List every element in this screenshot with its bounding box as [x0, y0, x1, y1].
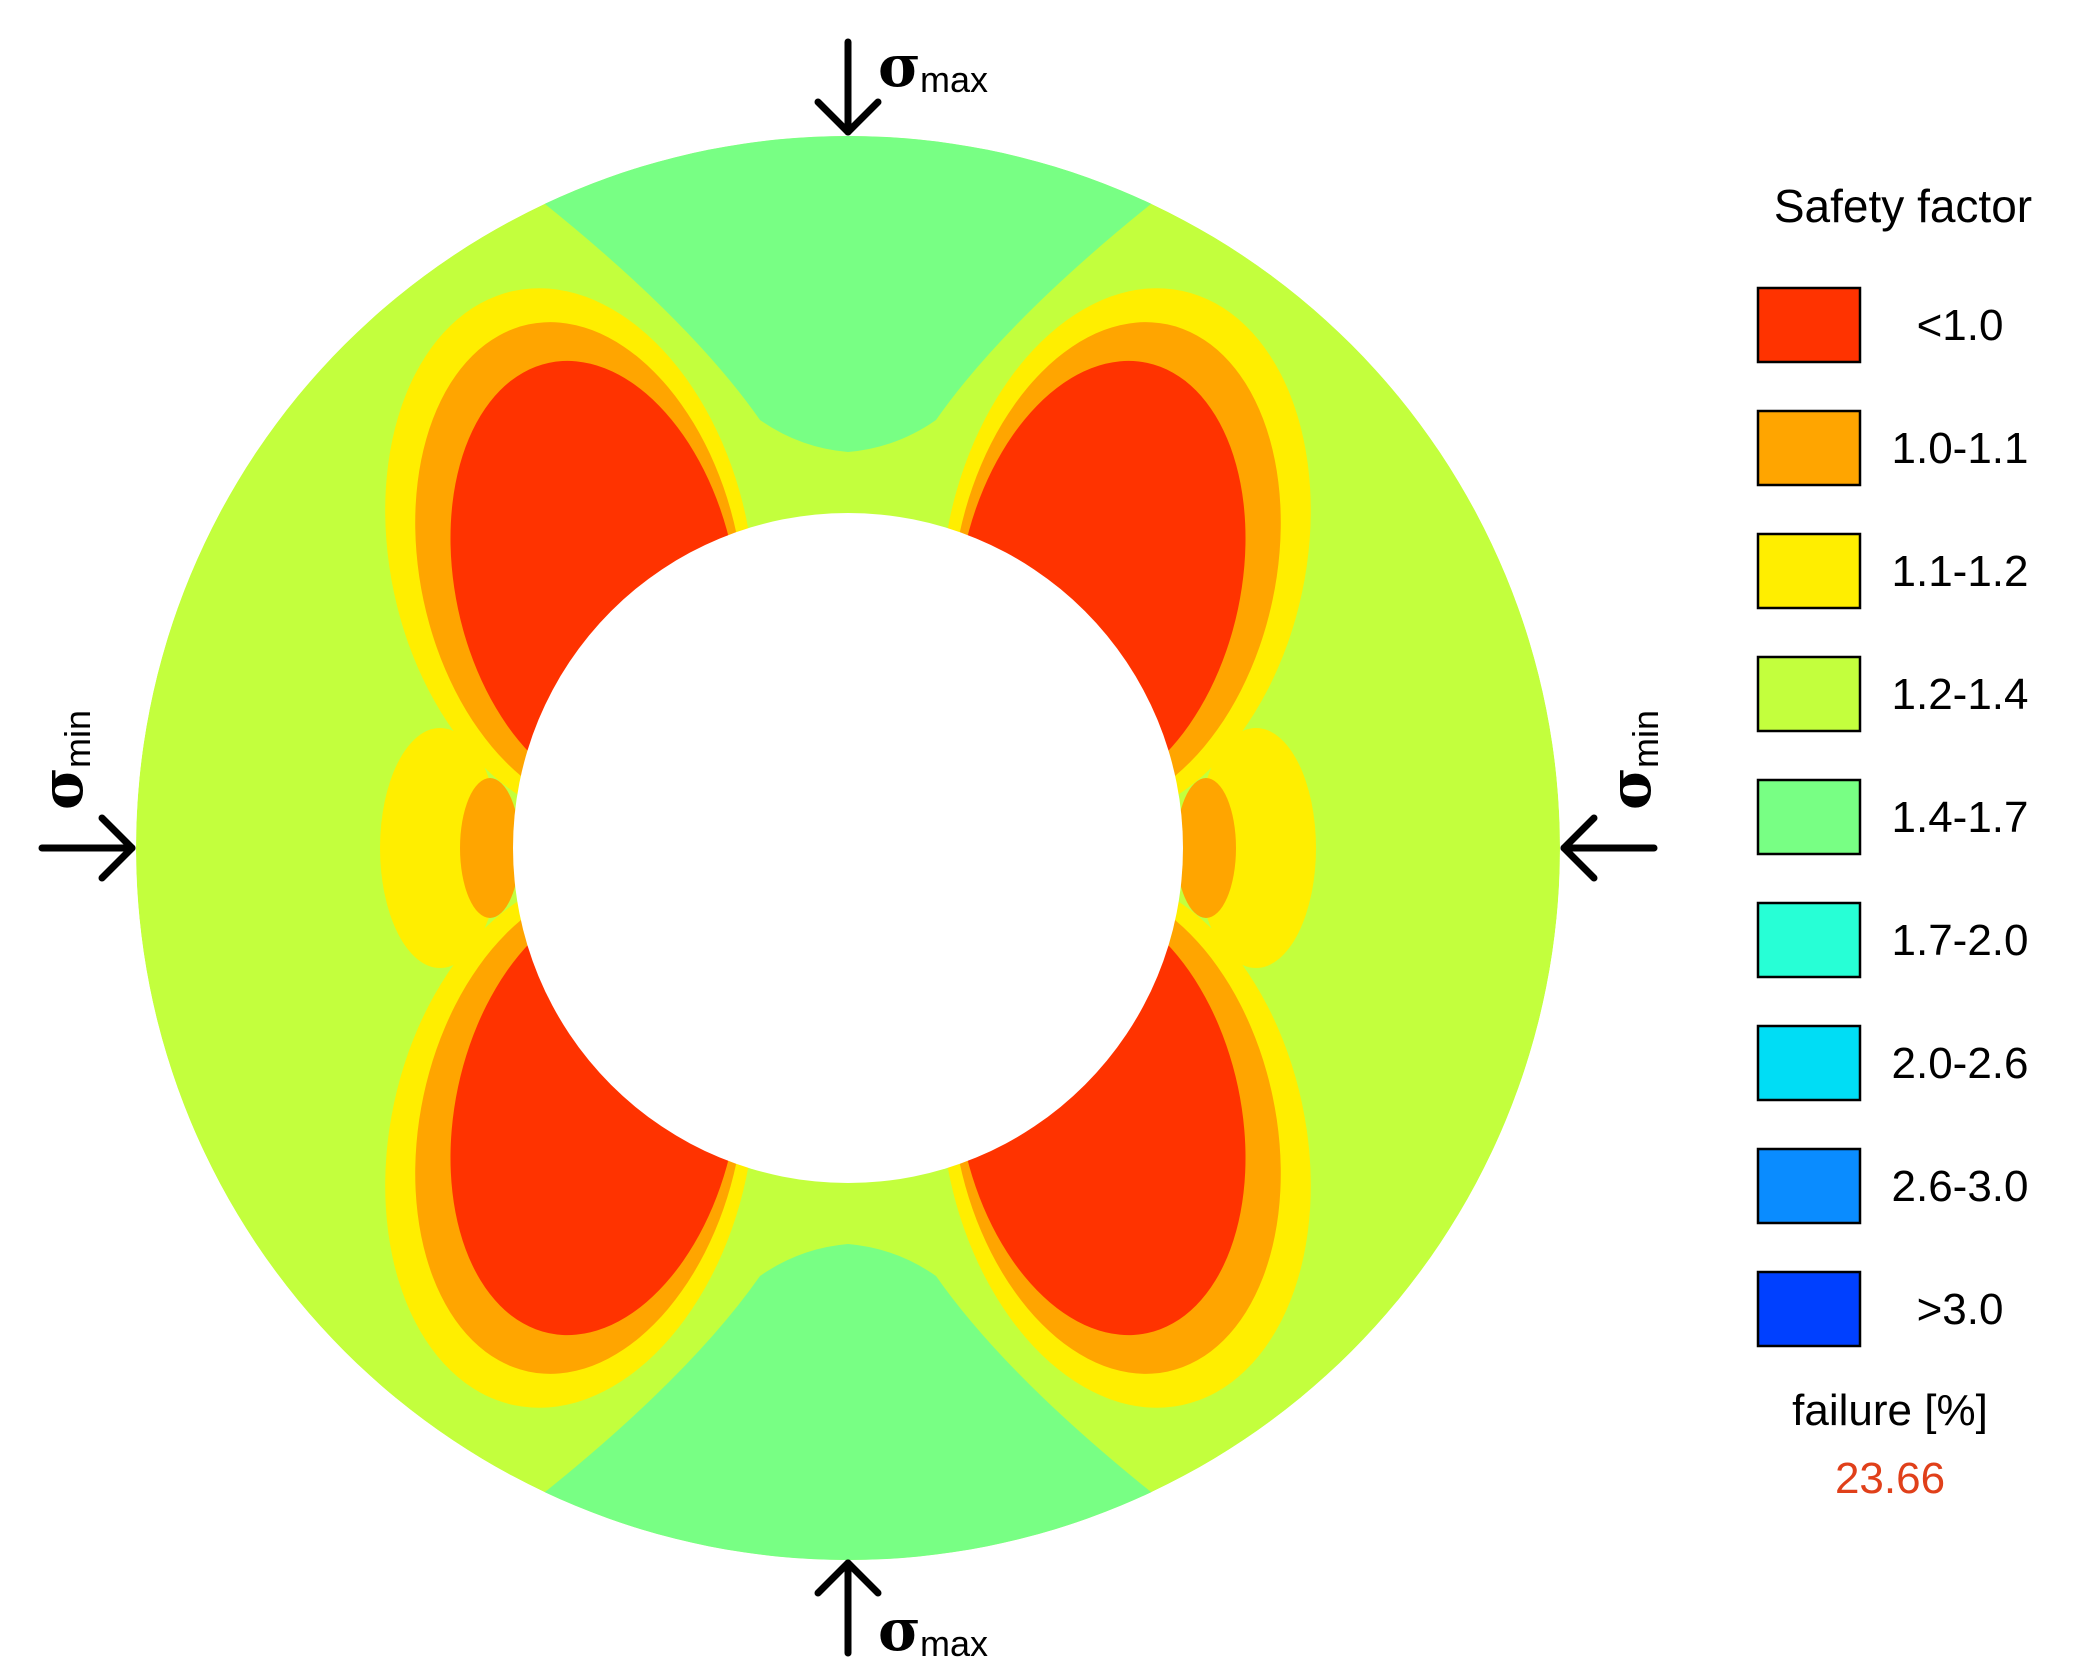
legend-label: <1.0: [1917, 301, 2004, 350]
legend-label: 2.6-3.0: [1892, 1162, 2029, 1211]
svg-text:σ: σ: [878, 1596, 921, 1664]
sigma-min-left-label: σ min: [28, 710, 98, 810]
legend-items: <1.0 1.0-1.1 1.1-1.2 1.2-1.4 1.4-1.7 1.7-2.0 2…: [1756, 286, 2029, 1348]
legend-label: 1.1-1.2: [1892, 547, 2029, 596]
svg-text:σ: σ: [878, 32, 921, 100]
legend-swatch: [1756, 901, 1862, 979]
legend-label: 1.2-1.4: [1892, 670, 2029, 719]
failure-value: 23.66: [1835, 1454, 1945, 1503]
arrow-bottom: [814, 1559, 882, 1657]
svg-text:max: max: [920, 1623, 988, 1664]
zone-1-4-to-1-7-top: [540, 136, 1156, 452]
legend-label: 1.7-2.0: [1892, 916, 2029, 965]
zone-1-4-to-1-7-bottom: [540, 1244, 1156, 1560]
arrow-top: [814, 38, 882, 136]
legend-swatch: [1756, 532, 1862, 610]
legend: Safety factor <1.0 1.0-1.1 1.1-1.2 1.2-1.4 1…: [1756, 180, 2032, 1503]
legend-label: >3.0: [1917, 1285, 2004, 1334]
sigma-max-bottom-label: σ max: [878, 1596, 988, 1664]
svg-text:max: max: [920, 59, 988, 100]
stress-arrows: [38, 38, 1658, 1657]
arrow-left: [38, 814, 136, 882]
legend-label: 1.0-1.1: [1892, 424, 2029, 473]
legend-swatch: [1756, 1147, 1862, 1225]
sigma-max-top-label: σ max: [878, 32, 988, 100]
legend-swatch: [1756, 655, 1862, 733]
legend-label: 1.4-1.7: [1892, 793, 2029, 842]
svg-text:min: min: [1625, 710, 1666, 768]
legend-swatch: [1756, 409, 1862, 487]
legend-swatch: [1756, 1024, 1862, 1102]
failure-label: failure [%]: [1792, 1386, 1988, 1435]
arrow-right: [1560, 814, 1658, 882]
borehole: [513, 513, 1183, 1183]
svg-text:σ: σ: [1596, 767, 1664, 810]
legend-swatch: [1756, 286, 1862, 364]
legend-swatch: [1756, 1270, 1862, 1348]
svg-text:σ: σ: [28, 767, 96, 810]
legend-swatch: [1756, 778, 1862, 856]
contour-plot: [136, 136, 1560, 1560]
svg-text:min: min: [57, 710, 98, 768]
sigma-min-right-label: σ min: [1596, 710, 1666, 810]
legend-label: 2.0-2.6: [1892, 1039, 2029, 1088]
legend-title: Safety factor: [1774, 180, 2032, 232]
